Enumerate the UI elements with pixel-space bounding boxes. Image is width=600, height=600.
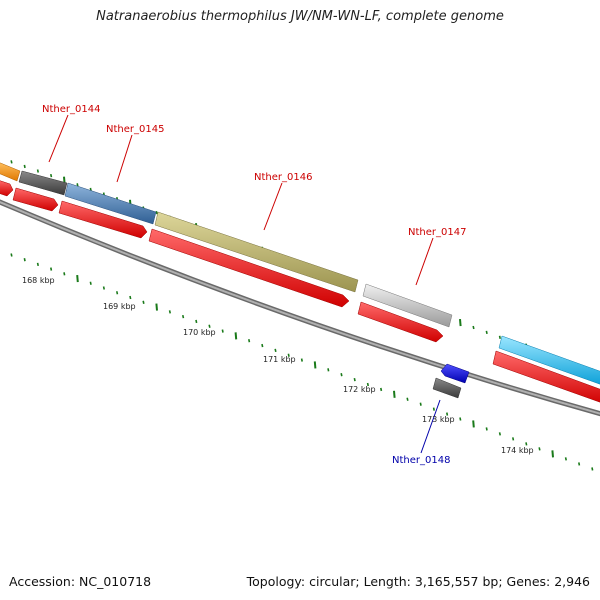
minor-tick [208, 324, 211, 328]
major-tick [459, 318, 462, 327]
map-title: Natranaerobius thermophilus JW/NM-WN-LF,… [96, 9, 504, 24]
minor-tick [525, 442, 528, 446]
cds-arrow[interactable] [0, 180, 14, 197]
minor-tick [406, 397, 409, 401]
minor-tick [63, 272, 66, 276]
cds-arrow[interactable] [12, 187, 59, 212]
minor-tick [10, 160, 13, 164]
minor-tick [340, 373, 343, 377]
cds-track [0, 180, 600, 404]
reverse-feature-box[interactable] [432, 377, 462, 399]
cds-arrow[interactable] [492, 350, 600, 404]
major-tick [472, 420, 475, 428]
minor-tick [498, 335, 501, 339]
minor-tick [591, 467, 594, 471]
minor-tick [76, 183, 79, 187]
gene-labels: Nther_0144 Nther_0145 Nther_0146 Nther_0… [42, 104, 466, 466]
feature-box-orange[interactable] [0, 162, 21, 182]
cds-arrow[interactable] [58, 200, 148, 239]
minor-tick [485, 427, 488, 431]
minor-tick [327, 368, 330, 372]
minor-tick [578, 462, 581, 466]
feature-box-nther-0144[interactable] [18, 170, 68, 196]
major-tick [551, 450, 554, 458]
feature-box-nther-0146[interactable] [154, 211, 359, 293]
cds-arrow[interactable] [357, 301, 444, 343]
scale-label: 172 kbp [343, 385, 376, 394]
minor-tick [89, 281, 92, 285]
major-tick [234, 332, 238, 340]
topology-text: Topology: circular; Length: 3,165,557 bp… [246, 574, 590, 589]
gene-label-nther-0148[interactable]: Nther_0148 [392, 455, 450, 466]
gene-leader-lines [48, 114, 441, 454]
minor-tick [287, 353, 290, 357]
minor-tick [432, 407, 435, 411]
minor-tick [23, 164, 26, 169]
minor-tick [195, 319, 198, 324]
feature-box-cyan[interactable] [498, 335, 600, 386]
minor-tick [472, 325, 475, 330]
minor-tick [155, 210, 158, 215]
feature-box-nther-0145[interactable] [64, 182, 157, 225]
gene-label-nther-0144[interactable]: Nther_0144 [42, 104, 100, 115]
minor-tick [36, 169, 39, 173]
minor-tick [10, 253, 13, 257]
minor-tick [538, 447, 541, 451]
minor-tick [498, 432, 501, 436]
scale-label: 170 kbp [183, 328, 216, 337]
minor-tick [485, 330, 488, 335]
major-tick [76, 274, 79, 283]
scale-label: 174 kbp [501, 446, 534, 455]
major-tick [313, 361, 317, 369]
scale-label: 169 kbp [103, 302, 136, 311]
feature-track [0, 162, 600, 386]
minor-tick [380, 387, 383, 392]
gene-label-nther-0145[interactable]: Nther_0145 [106, 124, 164, 135]
scale-label: 168 kbp [22, 276, 55, 285]
minor-tick [129, 295, 132, 300]
minor-tick [221, 329, 224, 333]
genome-backbone [0, 199, 600, 417]
minor-tick [50, 267, 53, 271]
minor-tick [168, 310, 171, 314]
minor-tick [512, 437, 515, 441]
minor-tick [142, 300, 145, 304]
inner-tick-marks [10, 253, 594, 471]
gene-label-nther-0147[interactable]: Nther_0147 [408, 227, 466, 238]
minor-tick [248, 339, 251, 343]
minor-tick [182, 314, 185, 319]
minor-tick [459, 417, 462, 421]
minor-tick [300, 358, 303, 362]
minor-tick [366, 382, 369, 387]
feature-box-nther-0147[interactable] [362, 283, 453, 328]
minor-tick [23, 258, 26, 262]
minor-tick [419, 402, 422, 406]
scale-labels: 168 kbp 169 kbp 170 kbp 171 kbp 172 kbp … [22, 276, 534, 455]
cds-arrow[interactable] [148, 228, 350, 308]
minor-tick [261, 343, 264, 348]
scale-label: 171 kbp [263, 355, 296, 364]
minor-tick [36, 262, 39, 267]
minor-tick [564, 457, 567, 461]
minor-tick [116, 291, 119, 295]
scale-label: 173 kbp [422, 415, 455, 424]
minor-tick [446, 412, 449, 416]
accession-text: Accession: NC_010718 [9, 574, 152, 589]
gene-label-nther-0146[interactable]: Nther_0146 [254, 172, 312, 183]
minor-tick [274, 348, 277, 353]
minor-tick [50, 173, 53, 178]
minor-tick [353, 377, 356, 382]
minor-tick [102, 286, 105, 290]
major-tick [393, 390, 396, 398]
major-tick [155, 303, 158, 311]
reverse-cds-arrow[interactable] [440, 363, 470, 384]
reverse-track [432, 363, 470, 399]
